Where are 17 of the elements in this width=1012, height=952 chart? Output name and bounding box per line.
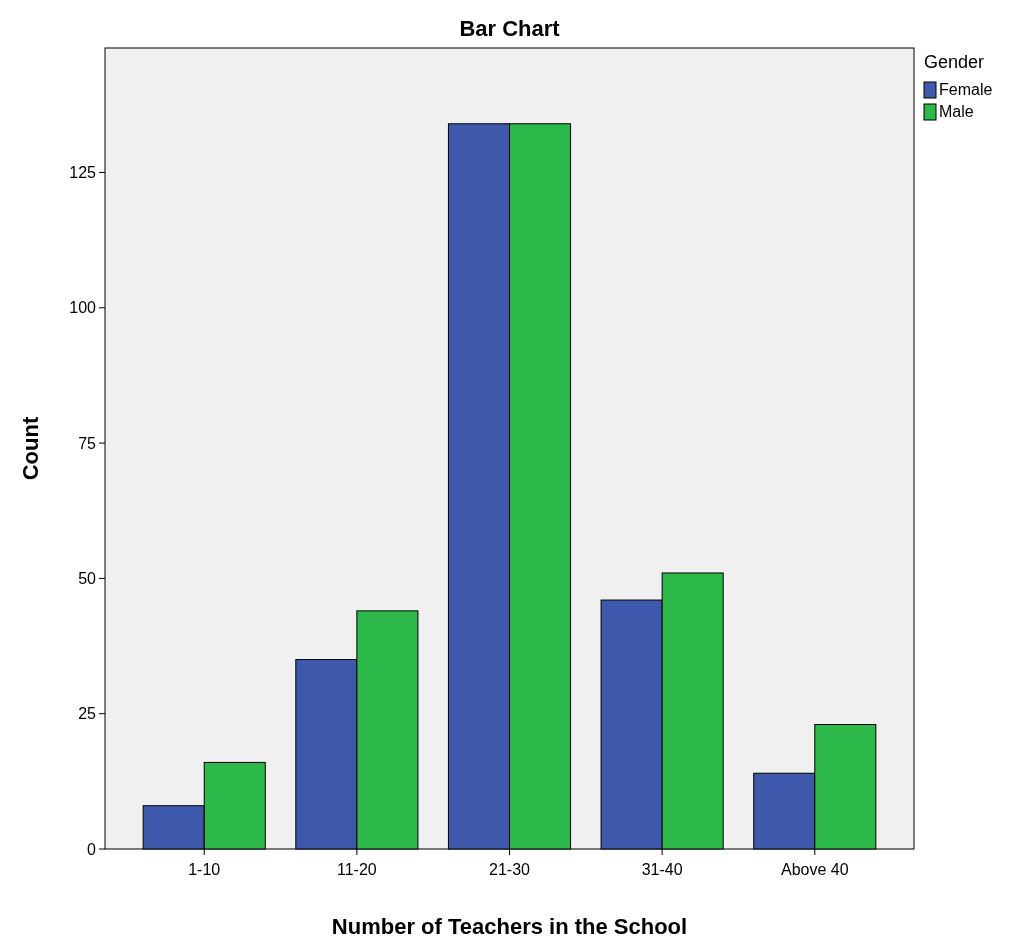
x-tick-label: 11-20 xyxy=(336,861,377,878)
y-tick-label: 75 xyxy=(78,434,97,452)
x-tick-label: 1-10 xyxy=(188,861,221,878)
y-tick-label: 125 xyxy=(69,164,97,182)
legend-label: Female xyxy=(939,81,993,98)
y-tick-label: 50 xyxy=(78,569,97,587)
x-tick-label: Above 40 xyxy=(780,861,849,878)
y-tick-label: 25 xyxy=(78,705,97,723)
y-tick-label: 100 xyxy=(69,299,97,317)
y-tick-label: 0 xyxy=(87,840,97,858)
x-axis-title: Number of Teachers in the School xyxy=(331,914,688,939)
legend-title: Gender xyxy=(924,52,985,72)
x-tick-label: 31-40 xyxy=(641,861,683,878)
x-tick-label: 21-30 xyxy=(489,861,531,878)
y-axis-title: Count xyxy=(18,416,43,481)
legend-label: Male xyxy=(939,103,974,120)
chart-title: Bar Chart xyxy=(459,16,561,41)
